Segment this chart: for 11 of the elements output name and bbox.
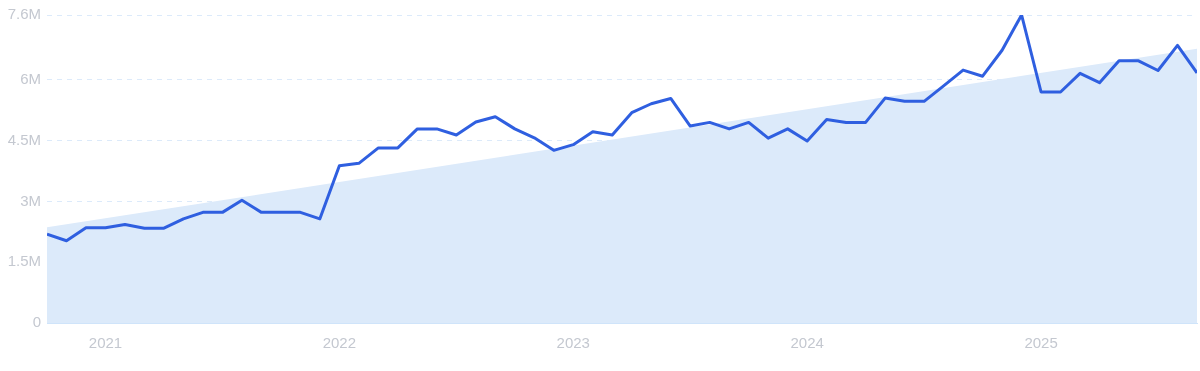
- x-tick-label: 2021: [88, 334, 123, 352]
- y-tick-label: 0: [32, 313, 41, 331]
- y-tick-label: 1.5M: [7, 252, 41, 270]
- x-tick-label: 2025: [1024, 334, 1058, 352]
- x-tick-label: 2024: [790, 334, 824, 352]
- y-tick-label: 6M: [20, 69, 41, 87]
- x-tick-label: 2022: [322, 334, 357, 352]
- x-tick-label: 2023: [556, 334, 590, 352]
- y-tick-label: 7.6M: [7, 5, 41, 23]
- y-tick-label: 3M: [20, 191, 41, 209]
- y-tick-label: 4.5M: [7, 130, 41, 148]
